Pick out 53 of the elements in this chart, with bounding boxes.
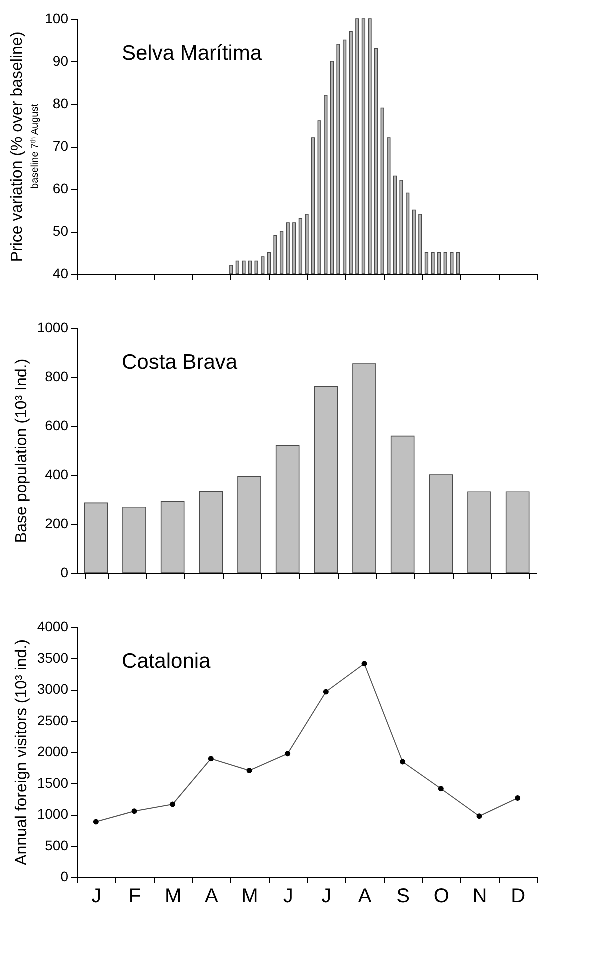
x-tick-label: N [472, 886, 488, 908]
y-tick-label: 100 [45, 10, 69, 26]
x-tick-label: A [358, 886, 372, 908]
bar [84, 502, 108, 574]
y-tick-label: 70 [52, 138, 69, 154]
bar [468, 492, 492, 574]
x-tick-label: J [322, 886, 332, 908]
y-tick-label: 400 [45, 466, 69, 482]
y-tick-label: 2000 [37, 744, 69, 760]
y-tick-label: 50 [52, 223, 69, 239]
x-tick-label: J [92, 886, 102, 908]
y-tick-label: 2500 [37, 712, 69, 728]
x-tick-label: M [164, 886, 182, 908]
x-tick-label: F [128, 886, 142, 908]
bar [276, 445, 300, 574]
bar [390, 436, 415, 574]
x-tick-label: S [396, 886, 410, 908]
y-axis-title: Annual foreign visitors (10³ ind.) [13, 640, 30, 866]
x-tick-label: O [434, 886, 450, 908]
text: Costa Brava [122, 351, 238, 374]
y-tick-label: 600 [45, 418, 69, 434]
text: Selva Marítima [122, 42, 262, 65]
y-tick-label: 90 [52, 53, 69, 69]
bar [352, 364, 376, 574]
text: baseline 7ᵗʰ August [30, 104, 41, 189]
y-tick-label: 4000 [37, 618, 69, 634]
x-tick-label: J [283, 886, 294, 908]
y-tick-label: 1500 [37, 774, 69, 791]
y-tick-label: 3000 [37, 681, 69, 697]
y-tick-label: 40 [52, 266, 69, 282]
text: Catalonia [122, 650, 212, 673]
y-tick-label: 0 [60, 564, 69, 580]
y-tick-label: 60 [52, 180, 69, 196]
y-axis-title: Base population (10³ Ind.) [13, 358, 30, 544]
bar [199, 491, 224, 574]
bar [160, 502, 185, 574]
bar [314, 386, 338, 574]
x-tick-label: A [204, 886, 219, 908]
y-tick-label: 0 [60, 868, 69, 884]
bar [429, 474, 454, 574]
y-tick-label: 800 [45, 368, 69, 384]
y-axis-title: Price variation (% over baseline) [9, 32, 26, 262]
x-tick-label: D [511, 886, 526, 908]
y-tick-label: 3500 [37, 650, 69, 666]
y-tick-label: 500 [45, 837, 69, 854]
bar [238, 476, 262, 574]
y-tick-label: 80 [52, 96, 69, 112]
y-tick-label: 200 [45, 516, 69, 532]
y-tick-label: 1000 [37, 806, 69, 822]
bar [506, 492, 530, 574]
y-tick-label: 1000 [37, 320, 69, 336]
x-tick-label: M [242, 886, 258, 908]
bar [122, 506, 146, 574]
